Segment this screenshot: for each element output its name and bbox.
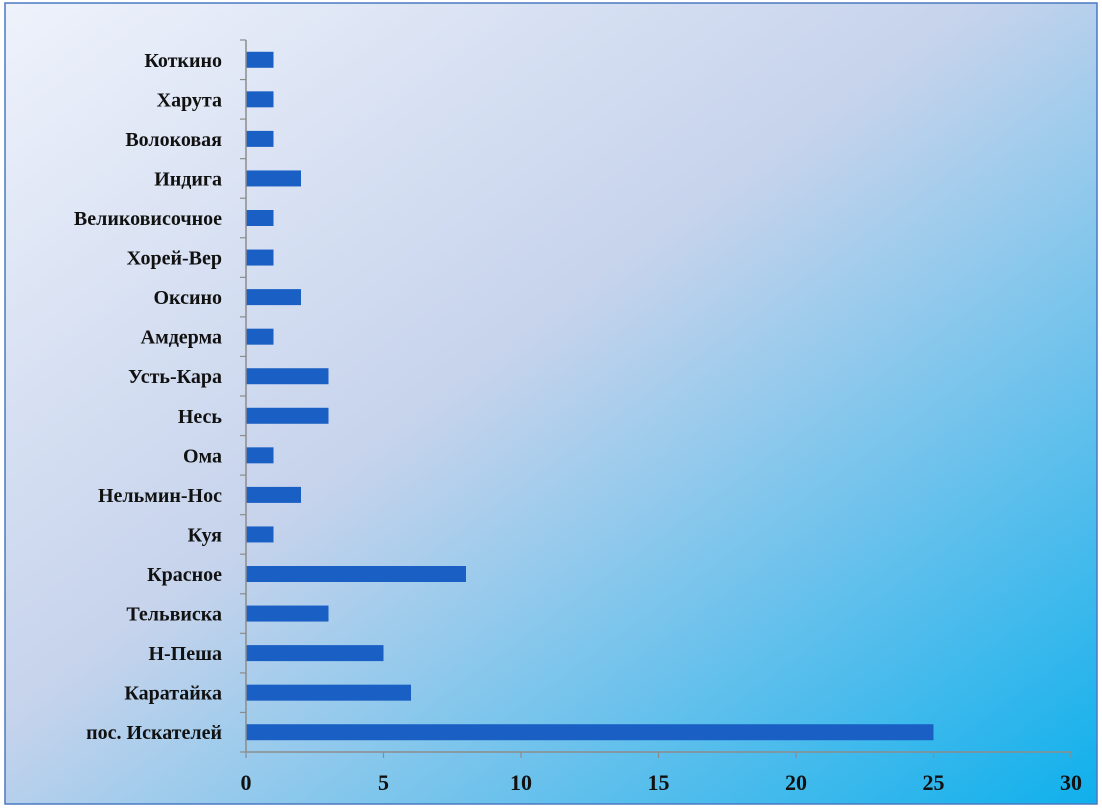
y-tick-label: Оксино [153, 287, 222, 309]
bar [246, 368, 329, 385]
y-tick-label: пос. Искателей [86, 722, 222, 744]
bar [246, 210, 274, 226]
x-tick-label: 30 [1060, 770, 1082, 795]
bar [246, 447, 274, 464]
bar [246, 51, 274, 68]
y-tick-label: Н-Пеша [148, 643, 222, 665]
bar [246, 566, 466, 582]
y-tick-label: Волоковая [125, 129, 222, 151]
y-tick-label: Несь [178, 406, 223, 428]
y-tick-label: Красное [147, 564, 222, 586]
y-tick-label: Ома [183, 445, 222, 467]
y-tick-label: Коткино [144, 50, 222, 72]
x-tick-label: 0 [241, 770, 252, 795]
x-tick-label: 5 [378, 770, 389, 795]
x-tick-label: 15 [648, 770, 670, 795]
x-tick-label: 10 [510, 770, 532, 795]
y-tick-label: Великовисочное [74, 208, 222, 230]
x-tick-label: 20 [785, 770, 807, 795]
bar [246, 289, 301, 306]
bar [246, 526, 274, 543]
bars-layer [246, 51, 934, 741]
y-tick-label: Тельвиска [126, 604, 222, 626]
bar [246, 170, 301, 187]
bar [246, 249, 274, 266]
bar [246, 605, 329, 622]
bar [246, 328, 274, 345]
bar [246, 645, 384, 662]
y-tick-label: Харута [157, 89, 222, 111]
bar [246, 130, 274, 147]
y-tick-label: Куя [188, 524, 223, 546]
y-tick-label: Нельмин-Нос [98, 485, 222, 507]
x-tick-label: 25 [923, 770, 945, 795]
y-tick-label: Индига [154, 168, 222, 190]
labels-layer: пос. Искателей Каратайка Н-Пеша Тельвиска Кр… [74, 50, 1082, 795]
chart-background [4, 2, 1098, 805]
axis-layer [240, 39, 1072, 758]
bar [246, 407, 329, 424]
bar [246, 684, 411, 701]
bar [246, 91, 274, 108]
bar [246, 724, 934, 741]
y-tick-label: Амдерма [141, 327, 222, 349]
y-tick-label: Каратайка [124, 683, 222, 705]
bar [246, 486, 301, 503]
y-tick-label: Усть-Кара [128, 366, 222, 388]
y-tick-label: Хорей-Вер [127, 248, 222, 270]
